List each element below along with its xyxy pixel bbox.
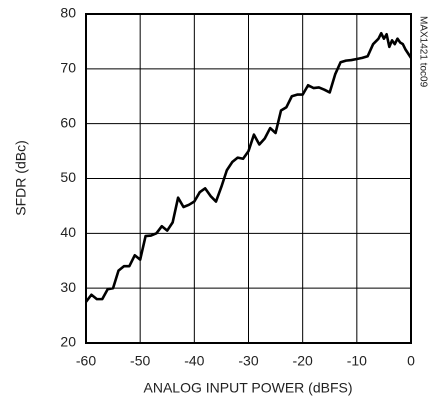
y-tick-label: 20 [60,334,76,350]
y-tick-label: 30 [60,279,76,295]
x-tick-label: 0 [407,353,415,369]
y-tick-label: 80 [60,5,76,21]
x-tick-label: -10 [347,353,367,369]
x-tick-label: -50 [130,353,150,369]
x-tick-label: -40 [184,353,204,369]
y-tick-label: 40 [60,224,76,240]
plot-frame [85,13,412,344]
x-tick-label: -20 [293,353,313,369]
y-axis-label: SFDR (dBc) [13,140,29,215]
x-tick-label: -60 [76,353,96,369]
x-axis-label: ANALOG INPUT POWER (dBFS) [144,380,353,396]
annotation: MAX1421 toc09 [417,16,428,88]
y-tick-label: 70 [60,60,76,76]
y-tick-label: 60 [60,114,76,130]
data-line [84,31,413,303]
y-tick-label: 50 [60,169,76,185]
x-tick-label: -30 [238,353,258,369]
